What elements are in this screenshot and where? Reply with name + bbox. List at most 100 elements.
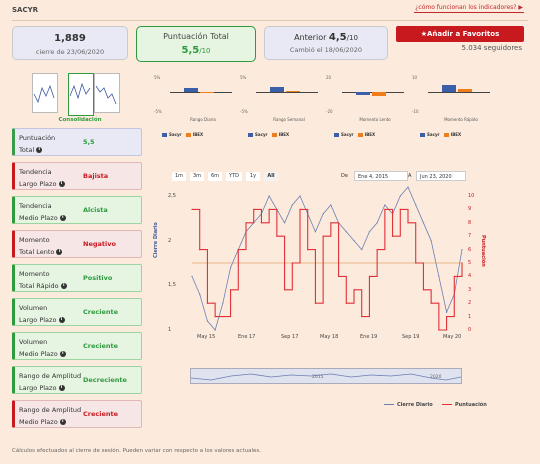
previous-date: Cambió el 18/06/2020: [289, 46, 363, 54]
data-point-close: [283, 222, 286, 224]
small-chart-3: 20 -20 Momento Lento Sacyr IBEX: [322, 75, 408, 143]
x-tick-label: Sep 19: [402, 334, 420, 340]
info-icon[interactable]: i: [58, 181, 65, 187]
range-button[interactable]: 6m: [208, 172, 222, 181]
small-chart-legend: Sacyr IBEX: [420, 132, 461, 137]
small-chart-caption: Momento Rápido: [444, 117, 478, 122]
info-icon[interactable]: i: [60, 283, 67, 289]
followers-count: 5.034 seguidores: [461, 44, 522, 52]
date-from-input[interactable]: Ene 4, 2015: [354, 171, 408, 181]
arrow-right-icon: ▶: [518, 4, 523, 11]
legend-label-sacyr: Sacyr: [427, 132, 440, 137]
legend-swatch-ibex: [443, 133, 449, 137]
data-point-score: [376, 249, 378, 251]
help-link[interactable]: ¿cómo funcionan los indicadores? ▶: [414, 4, 524, 13]
tick-top: 5%: [154, 75, 161, 80]
data-point-score: [245, 222, 247, 224]
indicator-label-line1: Rango de Amplitud: [19, 406, 82, 414]
indicator-label-line1: Momento: [19, 236, 50, 244]
info-icon[interactable]: i: [56, 249, 63, 255]
indicator-card[interactable]: Momento Total Rápido i Positivo: [12, 264, 142, 292]
data-point-score: [461, 262, 463, 264]
small-chart-1: 5% -5% Rango Diario Sacyr IBEX: [150, 75, 236, 143]
data-point-score: [368, 275, 371, 277]
y-right-tick-label: 7: [468, 233, 472, 240]
indicator-card[interactable]: Momento Total Lento i Negativo: [12, 230, 142, 258]
indicator-card[interactable]: Volumen Medio Plazo i Creciente: [12, 332, 142, 360]
legend-swatch-ibex: [185, 133, 191, 137]
legend-label-ibex: IBEX: [278, 132, 290, 137]
small-chart-2: 5% -5% Rango Semanal Sacyr IBEX: [236, 75, 322, 143]
data-point-score: [283, 289, 286, 291]
indicator-value: Creciente: [83, 308, 119, 316]
mini-trend-tab-consolidation[interactable]: [68, 73, 94, 116]
data-point-score: [291, 262, 293, 264]
indicator-card[interactable]: Volumen Largo Plazo i Creciente: [12, 298, 142, 326]
data-point-score: [361, 316, 363, 318]
range-button[interactable]: All: [264, 172, 278, 181]
legend-close[interactable]: Cierre Diario: [384, 402, 433, 408]
indicator-card[interactable]: Tendencia Largo Plazo i Bajista: [12, 162, 142, 190]
info-icon[interactable]: i: [36, 147, 43, 153]
data-point-score: [337, 275, 340, 277]
y-axis-left-title: Cierre Diario: [153, 222, 159, 258]
date-to-input[interactable]: Jun 23, 2020: [416, 171, 466, 181]
y-right-tick-label: 4: [468, 273, 472, 280]
data-point-score: [199, 249, 201, 251]
main-chart[interactable]: [150, 180, 490, 350]
navigator-label-start: 2015: [312, 375, 324, 380]
previous-label: Anterior: [294, 33, 327, 42]
tick-top: 10: [412, 75, 418, 80]
bar-ibex: [372, 92, 386, 96]
data-point-score: [430, 302, 432, 304]
indicator-value: Positivo: [83, 274, 113, 282]
data-point-score: [222, 316, 224, 318]
indicator-card[interactable]: Rango de Amplitud Medio Plazo i Creciente: [12, 400, 142, 428]
small-chart-caption: Rango Semanal: [273, 117, 305, 122]
bar-sacyr: [184, 88, 198, 92]
range-button[interactable]: 3m: [190, 172, 204, 181]
data-point-close: [361, 249, 363, 251]
data-point-close: [430, 240, 432, 242]
info-icon[interactable]: i: [58, 385, 65, 391]
indicator-card[interactable]: Tendencia Medio Plazo i Alcista: [12, 196, 142, 224]
indicator-label-line2: Largo Plazo: [19, 180, 57, 188]
data-point-close: [314, 231, 317, 233]
x-tick-label: May 20: [443, 334, 462, 340]
indicator-label-line2: Total Lento: [19, 248, 55, 256]
info-icon[interactable]: i: [59, 419, 66, 425]
x-tick-label: May 15: [197, 334, 216, 340]
x-tick-label: Ene 19: [360, 334, 378, 340]
info-icon[interactable]: i: [59, 215, 66, 221]
footnote: Cálculos efectuados al cierre de sesión.…: [12, 448, 261, 454]
add-favorites-button[interactable]: ★Añadir a Favoritos: [396, 26, 524, 42]
zero-line: [256, 92, 318, 93]
indicator-card[interactable]: Puntuación Total i 5,5: [12, 128, 142, 156]
info-icon[interactable]: i: [59, 351, 66, 357]
bar-ibex: [286, 90, 300, 92]
indicator-card[interactable]: Rango de Amplitud Largo Plazo i Decrecient…: [12, 366, 142, 394]
mini-trend-tab-3[interactable]: [94, 73, 120, 113]
bar-sacyr: [442, 85, 456, 92]
data-point-close: [438, 275, 440, 277]
small-chart-4: 10 -10 Momento Rápido Sacyr IBEX: [408, 75, 494, 143]
legend-label-sacyr: Sacyr: [255, 132, 268, 137]
legend-score[interactable]: Puntuación: [442, 402, 487, 408]
data-point-close: [376, 222, 378, 224]
indicator-label-line1: Rango de Amplitud: [19, 372, 82, 380]
range-button[interactable]: 1y: [246, 172, 260, 181]
data-point-score: [276, 235, 278, 237]
data-point-close: [415, 204, 417, 206]
data-point-close: [422, 222, 425, 224]
data-point-score: [438, 329, 440, 331]
mini-trend-tab-1[interactable]: [32, 73, 58, 113]
chart-navigator[interactable]: [190, 368, 462, 384]
data-point-score: [314, 302, 317, 304]
data-point-close: [299, 195, 301, 197]
range-button[interactable]: 1m: [172, 172, 186, 181]
info-icon[interactable]: i: [58, 317, 65, 323]
indicator-label-line2: Medio Plazo: [19, 214, 58, 222]
y-left-tick-label: 2,5: [168, 193, 176, 199]
data-point-score: [415, 262, 417, 264]
range-button[interactable]: YTD: [226, 172, 242, 181]
